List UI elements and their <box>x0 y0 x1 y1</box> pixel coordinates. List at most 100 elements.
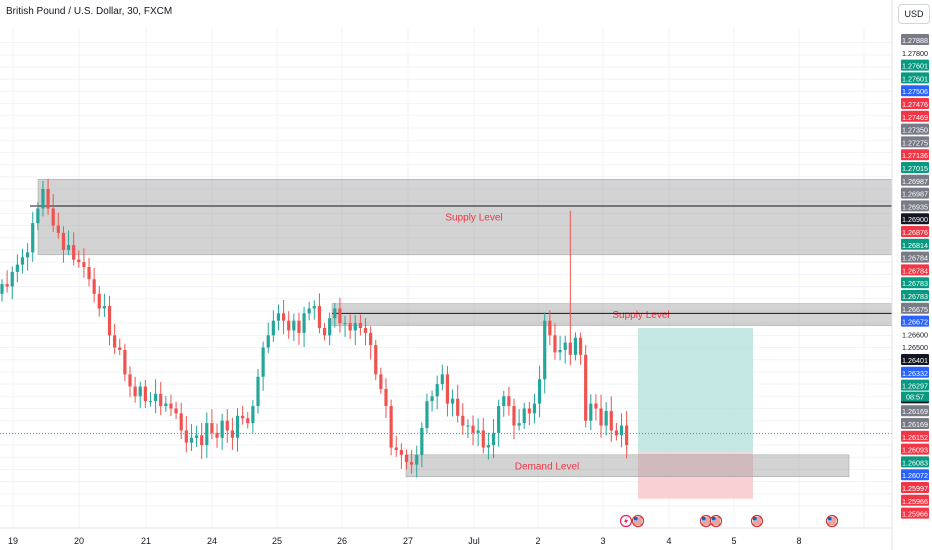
price-label-bg <box>901 149 929 161</box>
candle-body <box>384 388 388 407</box>
position-target-zone[interactable] <box>638 328 753 453</box>
price-label: 1.26332 <box>902 369 928 378</box>
candle-body <box>481 430 485 448</box>
candle-body <box>440 374 444 385</box>
candle-body <box>328 318 332 336</box>
price-label-bg <box>901 469 929 481</box>
price-label-bg <box>901 226 929 237</box>
position-stop-zone[interactable] <box>638 452 753 499</box>
candle-body <box>205 423 209 446</box>
price-label-bg <box>901 456 929 468</box>
candle-body <box>374 345 378 375</box>
zone-rect[interactable] <box>37 178 893 256</box>
price-label-bg <box>901 379 929 391</box>
price-label-bg <box>901 174 929 186</box>
price-label-bg <box>901 85 929 97</box>
candle-body <box>553 335 557 353</box>
us-flag-icon[interactable] <box>631 514 645 528</box>
candle-body <box>379 374 383 389</box>
price-label: 1.27350 <box>902 126 928 135</box>
price-label: 1.26600 <box>902 330 928 339</box>
candle-body <box>348 323 352 331</box>
candle-body <box>107 306 112 336</box>
candle-body <box>143 386 147 402</box>
candle-body <box>276 313 281 321</box>
countdown-bg <box>901 391 929 402</box>
price-label: 1.25966 <box>902 510 928 519</box>
price-label: 1.27800 <box>902 49 928 58</box>
price-label: 1.27601 <box>902 62 928 71</box>
price-label-bg <box>901 354 929 365</box>
candle-body <box>425 401 429 428</box>
candle-body <box>389 406 393 448</box>
price-label-bg <box>901 238 929 250</box>
flag-canton <box>828 517 832 521</box>
events[interactable] <box>619 514 839 528</box>
us-flag-icon[interactable] <box>709 514 723 528</box>
candle-body <box>169 403 173 409</box>
candle-body <box>61 232 66 250</box>
currency-button[interactable]: USD <box>898 4 930 24</box>
candle-body <box>343 323 347 325</box>
candle-body <box>148 401 153 403</box>
price-label-bg <box>901 98 929 109</box>
candle-body <box>578 337 583 355</box>
price-label-bg <box>901 187 929 199</box>
candle-body <box>338 308 342 324</box>
candle-body <box>573 337 578 355</box>
candle-body <box>333 308 337 319</box>
candle-body <box>604 410 608 426</box>
candle-body <box>20 257 25 265</box>
candle-body <box>225 420 229 431</box>
price-label-bg <box>901 315 929 327</box>
candle-body <box>82 262 86 268</box>
candle-body <box>589 403 593 421</box>
price-label: 1.26500 <box>902 343 928 352</box>
gb-flag-icon[interactable] <box>750 514 764 528</box>
us-flag-icon[interactable] <box>825 514 839 528</box>
candle-body <box>261 347 265 377</box>
candle-body <box>41 188 45 209</box>
candle-body <box>502 396 506 407</box>
grid <box>0 28 892 528</box>
us-flag-icon[interactable] <box>699 514 713 528</box>
price-label-bg <box>901 72 929 84</box>
candle-body <box>179 413 183 431</box>
candle-body <box>394 447 398 450</box>
candle-body <box>527 408 531 414</box>
candle-body <box>26 252 30 258</box>
candle-body <box>599 408 603 426</box>
candle-body <box>56 225 60 233</box>
time-axis[interactable]: 19 20 21 24 25 26 27 Jul 2 3 4 5 8 <box>0 527 892 546</box>
price-label: 1.26784 <box>902 266 928 275</box>
price-label-bg <box>901 482 929 493</box>
candle-body <box>189 437 194 443</box>
candle-body <box>102 306 106 309</box>
price-label: 1.26072 <box>902 471 928 480</box>
price-label: 1.26152 <box>902 433 928 442</box>
candle-body <box>220 420 224 438</box>
candle-body <box>466 425 470 427</box>
candle-body <box>36 208 40 224</box>
time-tick-label: 25 <box>272 536 282 546</box>
price-label: 1.27015 <box>902 164 928 173</box>
price-axis[interactable]: 1.27888 1.27800 1.27601 1.27601 1.27506 1.274… <box>891 0 929 550</box>
candle-body <box>97 293 101 309</box>
candle-body <box>302 313 306 333</box>
flag-canton <box>634 517 638 521</box>
candle-body <box>138 386 142 397</box>
candle-body <box>363 328 368 333</box>
candle-body <box>5 284 9 287</box>
candle-body <box>307 308 311 314</box>
candle-body <box>415 454 419 465</box>
candle-body <box>532 403 537 414</box>
price-label: 1.27275 <box>902 138 928 147</box>
price-label: 1.26876 <box>902 228 928 237</box>
candle-body <box>246 418 250 424</box>
price-label-bg <box>901 162 929 173</box>
candle-body <box>241 415 245 419</box>
price-label: 1.26900 <box>902 215 928 224</box>
zone-rect[interactable] <box>405 454 850 478</box>
candle-body <box>77 259 81 263</box>
